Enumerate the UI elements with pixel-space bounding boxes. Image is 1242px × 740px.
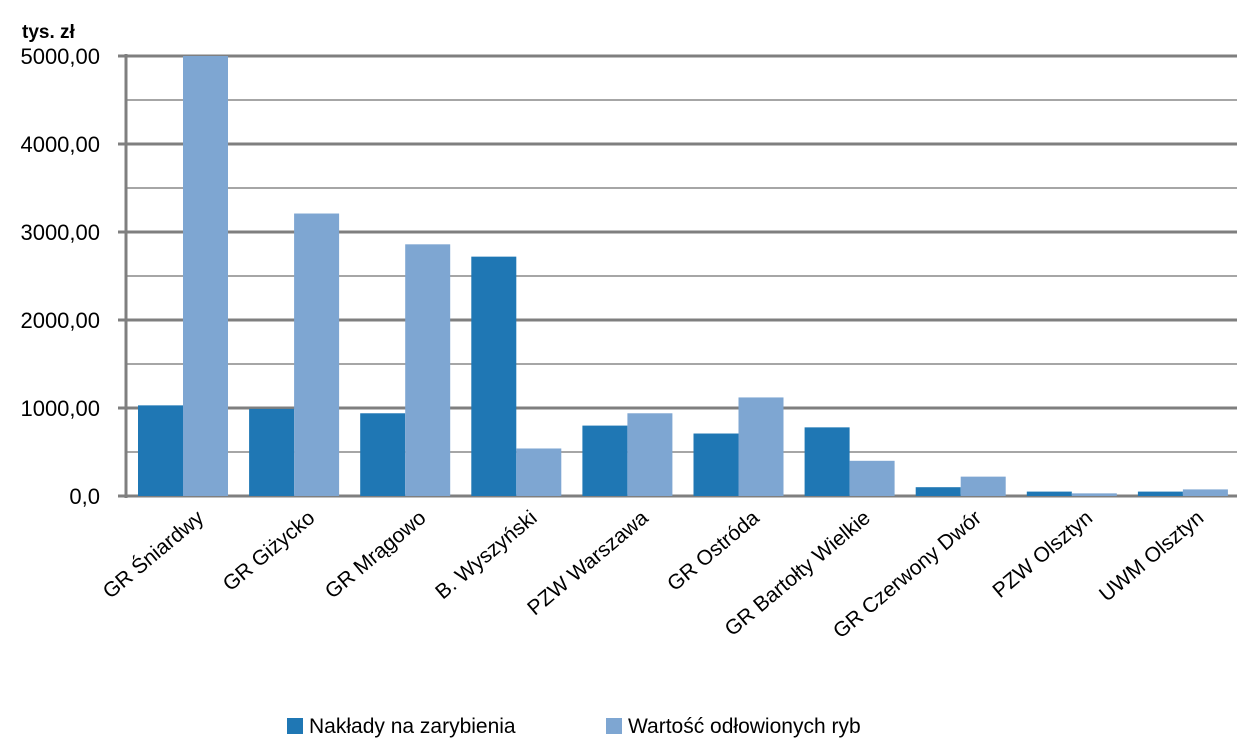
x-tick-label: GR Śniardwy bbox=[98, 505, 209, 603]
legend-swatch-wartosc bbox=[606, 718, 622, 734]
bars bbox=[138, 56, 1228, 496]
x-tick-label: B. Wyszyński bbox=[431, 506, 541, 604]
y-unit-label: tys. zł bbox=[22, 22, 76, 43]
bar-naklady bbox=[1026, 491, 1072, 496]
bar-naklady bbox=[1137, 491, 1183, 496]
bar-naklady bbox=[582, 425, 628, 496]
x-tick-label: PZW Olsztyn bbox=[988, 506, 1097, 602]
y-tick-label: 5000,00 bbox=[20, 44, 100, 69]
bar-naklady bbox=[249, 408, 295, 496]
bar-wartosc bbox=[1071, 493, 1117, 496]
x-tick-label: PZW Warszawa bbox=[523, 506, 653, 620]
legend: Nakłady na zarybienia Wartość odłowionyc… bbox=[287, 715, 861, 738]
bar-wartosc bbox=[738, 397, 784, 496]
bar-naklady bbox=[693, 433, 739, 496]
y-tick-label: 1000,00 bbox=[20, 396, 100, 421]
bar-naklady bbox=[360, 413, 406, 496]
bar-wartosc bbox=[1182, 489, 1228, 496]
y-tick-label: 0,0 bbox=[69, 484, 100, 509]
y-axis: 0,0 1000,00 2000,00 3000,00 4000,00 5000,00 bbox=[20, 44, 128, 509]
bar-wartosc bbox=[627, 413, 673, 496]
y-tick-label: 3000,00 bbox=[20, 220, 100, 245]
bar-wartosc bbox=[405, 244, 451, 496]
x-tick-label: GR Mrągowo bbox=[321, 506, 431, 603]
x-tick-label: GR Ostróda bbox=[663, 506, 764, 596]
bar-wartosc bbox=[960, 476, 1006, 496]
bar-wartosc bbox=[849, 460, 895, 496]
legend-label-naklady: Nakłady na zarybienia bbox=[309, 715, 516, 738]
y-tick-label: 2000,00 bbox=[20, 308, 100, 333]
legend-label-wartosc: Wartość odłowionych ryb bbox=[628, 715, 861, 738]
x-tick-label: GR Giżycko bbox=[219, 506, 320, 596]
y-tick-label: 4000,00 bbox=[20, 132, 100, 157]
x-axis: GR Śniardwy GR Giżycko GR Mrągowo B. Wyszyń… bbox=[98, 505, 1208, 643]
bar-naklady bbox=[138, 405, 183, 496]
bar-naklady bbox=[915, 487, 961, 496]
bar-wartosc bbox=[516, 448, 562, 496]
legend-swatch-naklady bbox=[287, 718, 303, 734]
x-tick-label: UWM Olsztyn bbox=[1095, 506, 1208, 606]
bar-wartosc bbox=[183, 56, 228, 496]
bar-wartosc bbox=[294, 213, 340, 496]
bar-naklady bbox=[804, 427, 850, 496]
bar-naklady bbox=[471, 256, 517, 496]
